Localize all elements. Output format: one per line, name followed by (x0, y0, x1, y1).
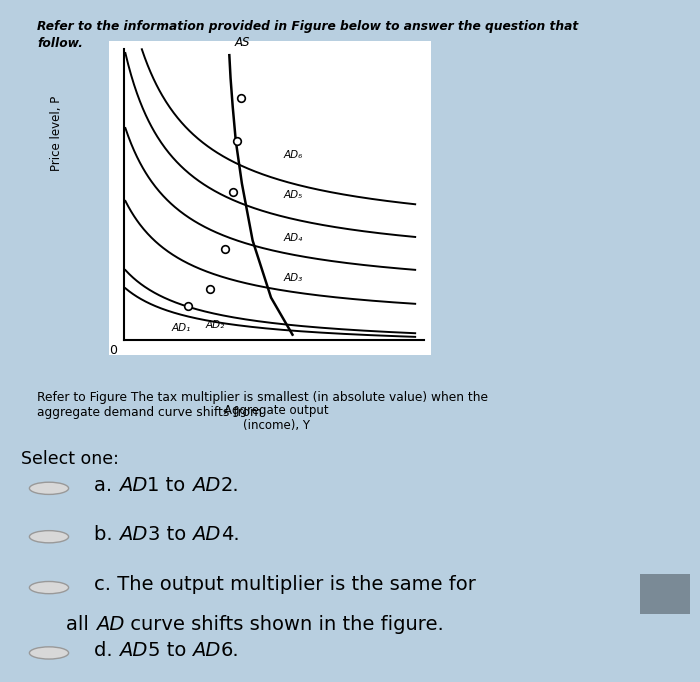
Text: AD₃: AD₃ (284, 273, 302, 282)
Text: AD₆: AD₆ (284, 150, 302, 160)
Ellipse shape (29, 647, 69, 659)
Text: 3 to: 3 to (148, 524, 192, 544)
Text: AD: AD (193, 641, 220, 660)
Ellipse shape (29, 482, 69, 494)
Text: AD: AD (96, 615, 124, 634)
Text: 0: 0 (109, 344, 117, 357)
Text: Price level, P: Price level, P (50, 95, 64, 170)
Text: Aggregate output
(income), Y: Aggregate output (income), Y (224, 404, 328, 432)
Text: all: all (66, 615, 96, 634)
Text: AD: AD (120, 641, 148, 660)
Text: AD: AD (120, 524, 148, 544)
Ellipse shape (29, 531, 69, 543)
Text: 1 to: 1 to (147, 476, 192, 495)
Text: d.: d. (94, 641, 120, 660)
Text: follow.: follow. (37, 37, 83, 50)
Text: AS: AS (234, 36, 250, 50)
Text: AD: AD (119, 476, 147, 495)
Text: AD₂: AD₂ (205, 320, 224, 329)
Text: b.: b. (94, 524, 120, 544)
Text: Refer to the information provided in Figure below to answer the question that: Refer to the information provided in Fig… (37, 20, 579, 33)
Text: AD: AD (192, 476, 220, 495)
Text: 6.: 6. (220, 641, 239, 660)
Text: ^: ^ (659, 584, 671, 597)
Text: Select one:: Select one: (21, 449, 119, 468)
Text: AD: AD (193, 524, 220, 544)
Text: AD₁: AD₁ (172, 323, 190, 333)
Text: AD₅: AD₅ (284, 190, 302, 200)
Ellipse shape (29, 582, 69, 593)
FancyBboxPatch shape (640, 574, 690, 614)
Text: a.: a. (94, 476, 119, 495)
Text: curve shifts shown in the figure.: curve shifts shown in the figure. (124, 615, 444, 634)
Text: 2.: 2. (220, 476, 239, 495)
Text: AD₄: AD₄ (284, 233, 302, 243)
Text: Refer to Figure The tax multiplier is smallest (in absolute value) when the
aggr: Refer to Figure The tax multiplier is sm… (37, 391, 489, 419)
Text: 4.: 4. (220, 524, 239, 544)
Text: 5 to: 5 to (148, 641, 192, 660)
Text: c. The output multiplier is the same for: c. The output multiplier is the same for (94, 576, 477, 595)
